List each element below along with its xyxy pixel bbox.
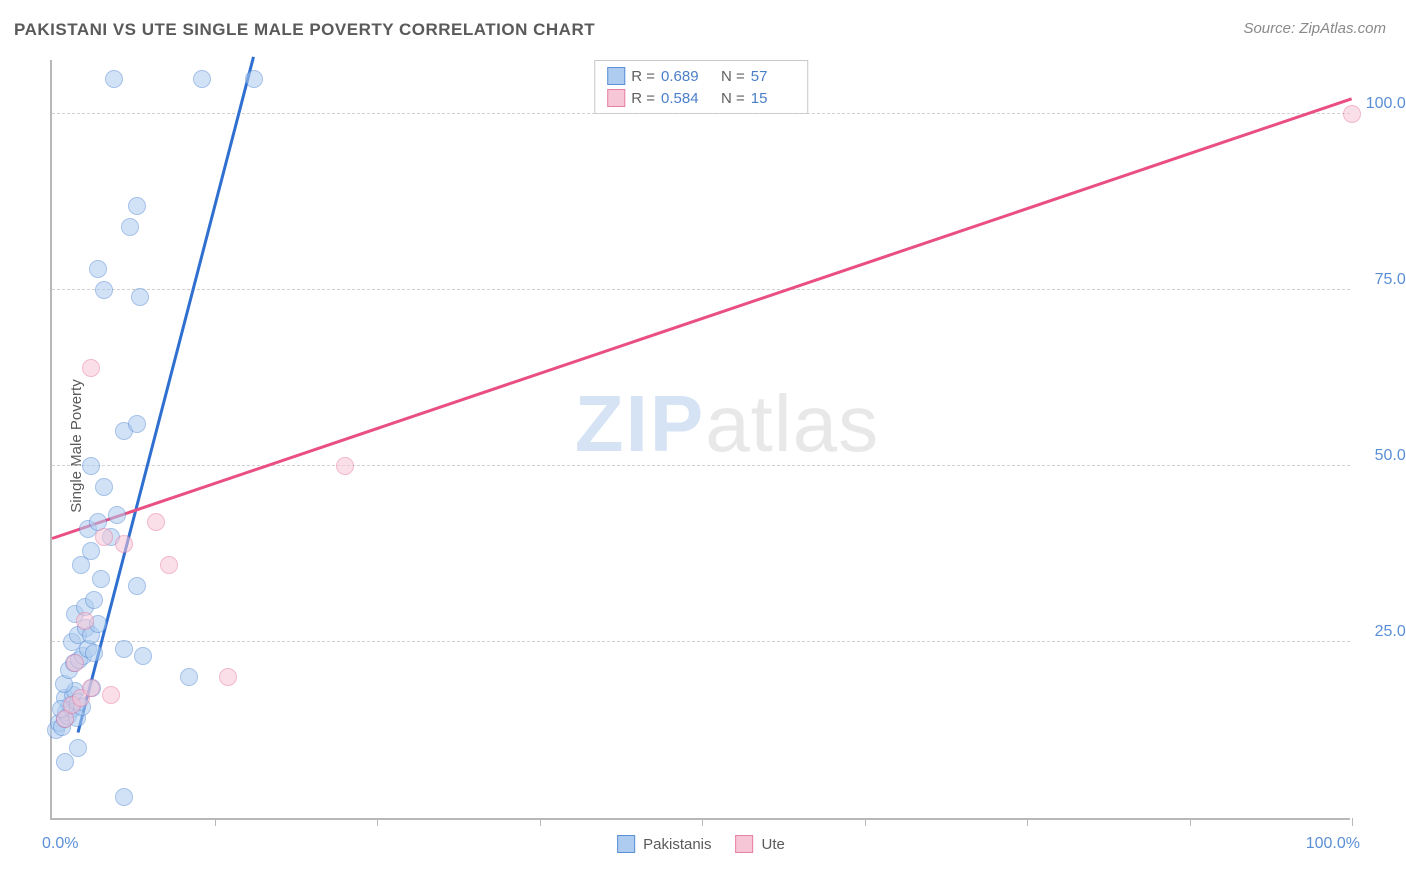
y-tick-label: 100.0% — [1360, 95, 1406, 113]
data-point — [89, 260, 107, 278]
data-point — [131, 288, 149, 306]
source-attribution: Source: ZipAtlas.com — [1243, 20, 1386, 37]
data-point — [85, 644, 103, 662]
data-point — [76, 612, 94, 630]
data-point — [180, 668, 198, 686]
x-tick — [1027, 818, 1028, 826]
chart-title: PAKISTANI VS UTE SINGLE MALE POVERTY COR… — [14, 20, 595, 40]
data-point — [193, 70, 211, 88]
x-axis-max-label: 100.0% — [1306, 835, 1360, 853]
gridline — [52, 465, 1350, 466]
data-point — [134, 647, 152, 665]
data-point — [336, 457, 354, 475]
data-point — [82, 457, 100, 475]
n-label: N = — [721, 68, 745, 85]
data-point — [128, 415, 146, 433]
legend-swatch — [607, 67, 625, 85]
n-value: 57 — [751, 68, 795, 85]
series-legend: Pakistanis Ute — [617, 835, 785, 853]
legend-label: Ute — [762, 836, 785, 853]
n-label: N = — [721, 90, 745, 107]
data-point — [105, 70, 123, 88]
legend-swatch — [607, 89, 625, 107]
data-point — [95, 281, 113, 299]
watermark: ZIPatlas — [575, 378, 879, 470]
r-value: 0.584 — [661, 90, 705, 107]
data-point — [82, 359, 100, 377]
data-point — [128, 197, 146, 215]
data-point — [147, 513, 165, 531]
trend-line — [52, 97, 1353, 540]
data-point — [82, 542, 100, 560]
legend-label: Pakistanis — [643, 836, 711, 853]
data-point — [115, 535, 133, 553]
x-tick — [215, 818, 216, 826]
data-point — [66, 654, 84, 672]
x-tick — [702, 818, 703, 826]
r-value: 0.689 — [661, 68, 705, 85]
data-point — [69, 739, 87, 757]
legend-item: Pakistanis — [617, 835, 711, 853]
data-point — [160, 556, 178, 574]
gridline — [52, 641, 1350, 642]
data-point — [108, 506, 126, 524]
watermark-atlas: atlas — [705, 379, 879, 468]
n-value: 15 — [751, 90, 795, 107]
data-point — [219, 668, 237, 686]
data-point — [56, 753, 74, 771]
correlation-legend: R = 0.689 N = 57 R = 0.584 N = 15 — [594, 60, 808, 114]
y-tick-label: 50.0% — [1360, 447, 1406, 465]
x-tick — [377, 818, 378, 826]
data-point — [95, 478, 113, 496]
legend-swatch — [617, 835, 635, 853]
data-point — [95, 528, 113, 546]
data-point — [1343, 105, 1361, 123]
data-point — [128, 577, 146, 595]
data-point — [121, 218, 139, 236]
x-axis-min-label: 0.0% — [42, 835, 78, 853]
x-tick — [1352, 818, 1353, 826]
legend-swatch — [736, 835, 754, 853]
x-tick — [540, 818, 541, 826]
scatter-plot-area: ZIPatlas R =0.689N =57R =0.584N =15 Paki… — [50, 60, 1350, 820]
legend-stat-row: R = 0.689 N = 57 — [607, 65, 795, 87]
data-point — [85, 591, 103, 609]
watermark-zip: ZIP — [575, 379, 705, 468]
data-point — [115, 788, 133, 806]
x-tick — [1190, 818, 1191, 826]
gridline — [52, 289, 1350, 290]
r-label: R = — [631, 90, 655, 107]
data-point — [82, 679, 100, 697]
y-tick-label: 25.0% — [1360, 623, 1406, 641]
data-point — [102, 686, 120, 704]
legend-stat-row: R = 0.584 N = 15 — [607, 87, 795, 109]
data-point — [115, 640, 133, 658]
data-point — [245, 70, 263, 88]
gridline — [52, 113, 1350, 114]
x-tick — [865, 818, 866, 826]
r-label: R = — [631, 68, 655, 85]
data-point — [92, 570, 110, 588]
y-tick-label: 75.0% — [1360, 271, 1406, 289]
legend-item: Ute — [736, 835, 785, 853]
